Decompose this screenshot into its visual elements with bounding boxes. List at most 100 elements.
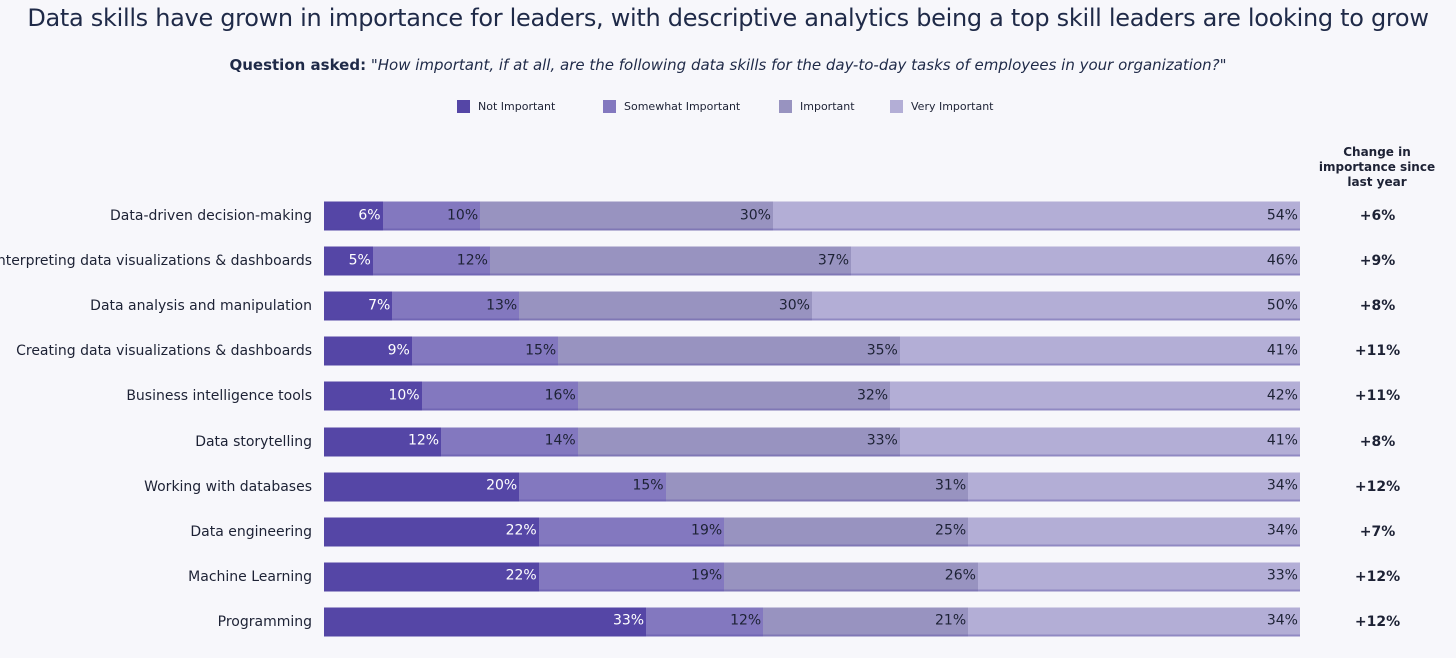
change-value: +7% bbox=[1359, 523, 1396, 540]
data-label: 19% bbox=[691, 567, 723, 584]
category-label: Data storytelling bbox=[195, 433, 312, 450]
data-label: 15% bbox=[525, 342, 557, 359]
stacked-bar: 10% 16% 32% 42% bbox=[324, 381, 1300, 411]
data-label: 12% bbox=[407, 432, 440, 449]
data-label: 5% bbox=[348, 252, 371, 269]
data-label: 32% bbox=[856, 387, 889, 404]
bar-segment: 34% bbox=[968, 607, 1300, 637]
data-label: 10% bbox=[388, 387, 420, 404]
data-label: 9% bbox=[387, 342, 410, 359]
subtitle-prefix: Question asked: bbox=[229, 56, 367, 74]
bar-segment: 30% bbox=[519, 291, 812, 321]
data-label: 7% bbox=[368, 297, 391, 314]
data-label: 12% bbox=[456, 252, 488, 269]
data-label: 12% bbox=[730, 612, 762, 629]
bar-segment: 12% bbox=[372, 246, 490, 276]
bar-segment: 19% bbox=[538, 517, 725, 547]
data-label: 31% bbox=[935, 477, 967, 494]
bar-segment: 31% bbox=[665, 472, 969, 502]
bar-segment: 6% bbox=[324, 201, 383, 231]
chart-subtitle: Question asked: "How important, if at al… bbox=[0, 56, 1456, 74]
legend-label: Very Important bbox=[911, 100, 994, 113]
change-value: +6% bbox=[1359, 208, 1396, 224]
bar-segment: 7% bbox=[324, 291, 393, 321]
data-label: 30% bbox=[778, 297, 810, 314]
category-label: Data engineering bbox=[190, 523, 312, 540]
legend-swatch bbox=[890, 100, 903, 113]
bar-segment: 54% bbox=[772, 201, 1300, 231]
data-label: 15% bbox=[632, 477, 664, 494]
category-label: Business intelligence tools bbox=[126, 388, 312, 405]
bar-segment: 33% bbox=[977, 562, 1300, 592]
change-value: +9% bbox=[1359, 253, 1396, 270]
bar-segment: 25% bbox=[724, 517, 969, 547]
data-label: 20% bbox=[486, 477, 518, 494]
bar-segment: 34% bbox=[968, 472, 1300, 502]
change-value: +11% bbox=[1354, 343, 1401, 360]
stacked-bar: 33% 12% 21% 34% bbox=[324, 607, 1300, 637]
data-label: 22% bbox=[505, 522, 537, 539]
bar-segment: 16% bbox=[421, 381, 578, 411]
bar-segment: 15% bbox=[411, 336, 559, 366]
change-value: +12% bbox=[1354, 478, 1401, 495]
data-label: 33% bbox=[1266, 567, 1298, 584]
data-label: 34% bbox=[1266, 522, 1298, 539]
data-label: 10% bbox=[447, 207, 479, 223]
category-label: Data analysis and manipulation bbox=[90, 298, 312, 315]
legend-label: Somewhat Important bbox=[624, 100, 741, 113]
stacked-bar: 7% 13% 30% 50% bbox=[324, 291, 1300, 321]
data-label: 33% bbox=[866, 432, 898, 449]
bar-segment: 10% bbox=[324, 381, 422, 411]
bar-segment: 30% bbox=[480, 201, 773, 231]
legend-item: Very Important bbox=[890, 100, 1010, 113]
bar-segment: 5% bbox=[324, 246, 373, 276]
data-label: 16% bbox=[544, 387, 576, 404]
bar-segment: 14% bbox=[441, 427, 578, 456]
bar-segment: 33% bbox=[577, 427, 900, 456]
legend-swatch bbox=[457, 100, 470, 113]
bar-segment: 13% bbox=[392, 291, 520, 321]
subtitle-question: "How important, if at all, are the follo… bbox=[370, 56, 1227, 74]
stacked-bar: 20% 15% 31% 34% bbox=[324, 472, 1300, 502]
data-label: 42% bbox=[1266, 387, 1298, 404]
data-label: 22% bbox=[505, 567, 537, 584]
bar-segment: 46% bbox=[851, 246, 1300, 276]
data-label: 14% bbox=[544, 432, 576, 449]
category-label: Creating data visualizations & dashboard… bbox=[16, 343, 312, 360]
bar-segment: 9% bbox=[324, 336, 412, 366]
data-label: 33% bbox=[612, 612, 645, 629]
legend: Not Important Somewhat Important Important… bbox=[457, 100, 1010, 113]
data-label: 37% bbox=[817, 252, 850, 269]
change-value: +8% bbox=[1359, 433, 1396, 450]
change-header: Change in importance since last year bbox=[1318, 145, 1436, 189]
bar-segment: 42% bbox=[890, 381, 1300, 411]
bar-segment: 10% bbox=[382, 201, 481, 231]
legend-item: Somewhat Important bbox=[603, 100, 779, 113]
legend-item: Not Important bbox=[457, 100, 603, 113]
stacked-bar: 6% 10% 30% 54% bbox=[324, 201, 1300, 231]
bar-segment: 32% bbox=[577, 381, 891, 411]
stacked-bar: 9% 15% 35% 41% bbox=[324, 336, 1300, 366]
stacked-bar: 22% 19% 26% 33% bbox=[324, 562, 1300, 592]
bar-segment: 35% bbox=[558, 336, 900, 366]
bar-segment: 34% bbox=[968, 517, 1300, 547]
data-label: 54% bbox=[1266, 207, 1298, 223]
change-value: +12% bbox=[1354, 613, 1401, 630]
bar-segment: 21% bbox=[763, 607, 969, 637]
data-label: 6% bbox=[358, 207, 381, 223]
data-label: 19% bbox=[691, 522, 723, 539]
chart-title: Data skills have grown in importance for… bbox=[27, 4, 1429, 32]
stacked-bar: 5% 12% 37% 46% bbox=[324, 246, 1300, 276]
stacked-bar: 22% 19% 25% 34% bbox=[324, 517, 1300, 547]
legend-swatch bbox=[779, 100, 792, 113]
legend-label: Important bbox=[800, 100, 855, 113]
bar-segment: 22% bbox=[324, 562, 539, 592]
bar-segment: 12% bbox=[646, 607, 764, 637]
bar-segment: 26% bbox=[724, 562, 978, 592]
change-value: +11% bbox=[1354, 388, 1401, 405]
data-label: 41% bbox=[1266, 342, 1298, 359]
data-label: 41% bbox=[1266, 432, 1298, 449]
data-label: 26% bbox=[944, 567, 976, 584]
data-label: 30% bbox=[739, 207, 771, 223]
